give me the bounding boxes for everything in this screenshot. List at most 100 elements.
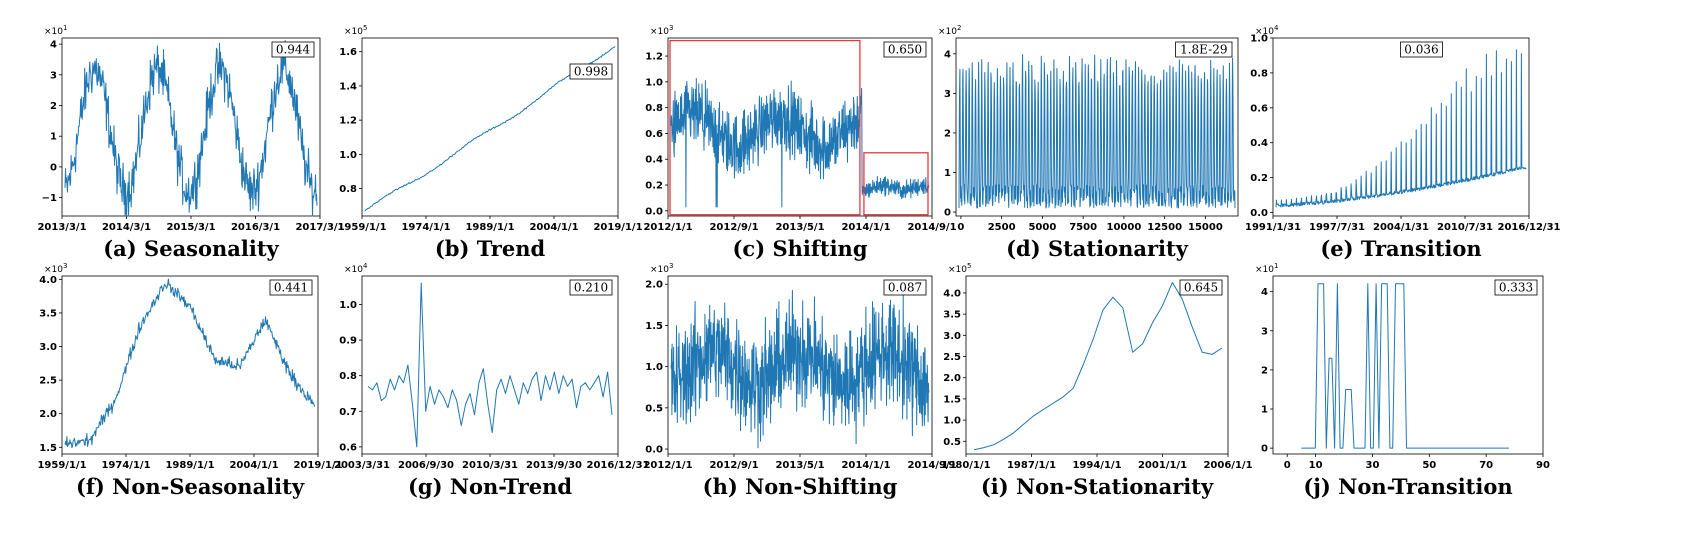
y-tick-label: 3 (1261, 326, 1268, 337)
score-badge (1175, 41, 1233, 58)
y-tick-label: 0.0 (1250, 208, 1268, 219)
x-tick-label: 2014/9/1 (907, 222, 956, 233)
subplot-j: 0 1 2 3 4 ×101 0 10 30 50 70 90 0.333 (j) Non-Transit… (1255, 262, 1550, 499)
x-tick-label: 1989/1/1 (465, 222, 514, 233)
series-line (670, 289, 930, 449)
x-tick-label: 2006/1/1 (1203, 460, 1252, 471)
axis-multiplier: ×105 (948, 262, 971, 275)
x-tick-label: 2500 (988, 222, 1016, 233)
subplot-caption: (e) Transition (1320, 236, 1481, 261)
x-tick-label: 2013/5/1 (775, 222, 824, 233)
y-tick-label: 1.0 (645, 77, 663, 88)
subplot-h: 0.0 0.5 1.0 1.5 2.0 ×103 2012/1/1 2012/9/1 2013/… (643, 262, 956, 499)
x-tick-label: 1980/1/1 (941, 460, 990, 471)
x-tick-label: 1959/1/1 (37, 460, 86, 471)
y-tick-label: 1.5 (645, 321, 663, 332)
x-tick-label: 2003/3/31 (334, 460, 390, 471)
y-tick-label: 0.0 (645, 445, 663, 456)
subplot-f: 1.5 2.0 2.5 3.0 3.5 4.0×103 1959/1/1 1974/1/1 19… (37, 262, 342, 499)
x-tick-label: 1987/1/1 (1007, 460, 1056, 471)
axis-multiplier: ×105 (344, 24, 367, 37)
score-badge (269, 279, 313, 296)
score-badge-text: 0.944 (276, 43, 311, 57)
score-badge-text: 0.645 (1184, 281, 1218, 295)
plot-frame (61, 275, 319, 455)
x-tick-label: 12500 (1147, 222, 1182, 233)
x-tick-label: 2019/1/1 (593, 222, 642, 233)
y-tick-label: 4 (944, 49, 951, 60)
subplot-caption: (b) Trend (435, 236, 546, 261)
score-badge-text: 0.650 (888, 43, 922, 57)
axis-exponent: 3 (63, 262, 67, 270)
y-tick-label: 4.0 (943, 288, 961, 299)
axis-exponent: 1 (63, 24, 67, 32)
y-tick-label: 0.8 (645, 103, 663, 114)
y-tick-label: 2.0 (39, 409, 57, 420)
y-tick-label: 2.5 (39, 376, 57, 387)
y-tick-label: 4.0 (39, 275, 57, 286)
x-tick-label: 2006/9/30 (398, 460, 454, 471)
y-tick-label: 1.6 (339, 47, 357, 58)
subplot-g: 0.6 0.7 0.8 0.9 1.0 ×104 2003/3/31 2006/9/30 201… (334, 262, 650, 499)
x-tick-label: 0 (957, 222, 964, 233)
x-tick-label: 2013/3/1 (37, 222, 86, 233)
y-tick-label: 0.6 (645, 129, 663, 140)
y-tick-label: 4 (50, 40, 57, 51)
subplot-caption: (f) Non-Seasonality (76, 474, 305, 499)
y-tick-label: 1.2 (339, 116, 357, 127)
x-tick-label: 1991/1/31 (1245, 222, 1301, 233)
score-badge (1400, 41, 1443, 58)
y-tick-label: 1.0 (339, 150, 357, 161)
x-tick-label: 2014/1/1 (841, 460, 890, 471)
y-tick-label: 0.8 (339, 371, 357, 382)
subplot-b: 0.8 1.0 1.2 1.4 1.6 ×105 1959/1/1 1974/1/1 1989/… (337, 24, 642, 261)
y-tick-label: 0 (1261, 444, 1268, 455)
x-tick-label: 2010/3/31 (462, 460, 518, 471)
series-line (367, 282, 613, 448)
score-badge-text: 1.8E-29 (1180, 43, 1227, 57)
highlight-box-after (863, 152, 929, 216)
y-tick-label: 1.5 (39, 443, 57, 454)
axis-multiplier: ×103 (650, 262, 673, 275)
y-tick-label: 0.5 (943, 437, 961, 448)
axis-multiplier: ×102 (938, 24, 961, 37)
subplot-d: 0 1 2 3 4 ×102 0 2500 5000 7500 10000 12500 15000 1.8… (938, 24, 1239, 261)
y-tick-label: 3.0 (39, 342, 57, 353)
axis-exponent: 4 (363, 262, 368, 270)
y-tick-label: 0.8 (339, 184, 357, 195)
y-tick-label: 3 (50, 70, 57, 81)
y-tick-label: 0.5 (645, 403, 663, 414)
x-tick-label: 2015/3/1 (166, 222, 215, 233)
x-tick-label: 7500 (1069, 222, 1097, 233)
subplot-caption: (d) Stationarity (1006, 236, 1189, 261)
y-tick-label: 3.5 (39, 308, 57, 319)
x-tick-label: 2010/7/31 (1437, 222, 1493, 233)
x-tick-label: 2016/3/1 (231, 222, 280, 233)
y-tick-label: 3.5 (943, 310, 961, 321)
x-tick-label: 2014/9/1 (907, 460, 956, 471)
score-badge (271, 41, 315, 58)
y-tick-label: 0 (50, 162, 57, 173)
y-tick-label: 3 (944, 89, 951, 100)
y-tick-label: 2.0 (943, 373, 961, 384)
x-tick-label: 15000 (1188, 222, 1223, 233)
y-tick-label: 2 (944, 128, 951, 139)
highlight-box-before (669, 39, 861, 216)
axis-multiplier: ×104 (1255, 24, 1279, 37)
y-tick-label: 1.0 (943, 416, 961, 427)
x-tick-label: 2016/12/31 (1498, 222, 1561, 233)
score-badge (1179, 279, 1223, 296)
axis-multiplier: ×104 (344, 262, 368, 275)
series-line (958, 54, 1236, 209)
axis-exponent: 2 (957, 24, 961, 32)
score-badge (883, 279, 927, 296)
x-tick-label: 2001/1/1 (1138, 460, 1187, 471)
axis-multiplier: ×101 (1255, 262, 1278, 275)
y-tick-label: 1.0 (339, 300, 357, 311)
series-line (1301, 283, 1509, 449)
y-tick-label: 2.5 (943, 352, 961, 363)
y-tick-label: 0.2 (1250, 173, 1268, 184)
y-tick-label: 0.4 (1250, 138, 1268, 149)
y-tick-label: −1 (42, 193, 57, 204)
x-tick-label: 1989/1/1 (165, 460, 214, 471)
